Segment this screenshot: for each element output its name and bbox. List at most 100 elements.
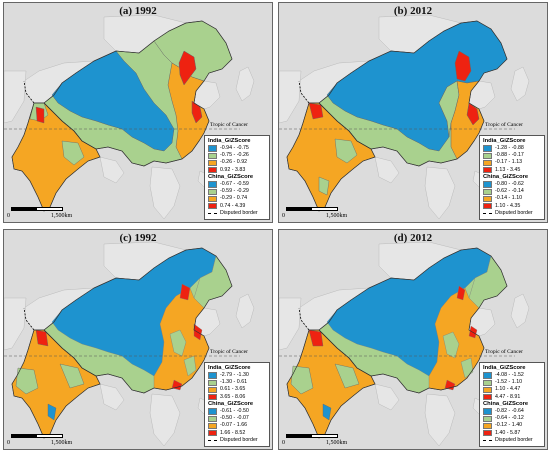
legend-swatch (208, 422, 217, 430)
china-region-class4 (466, 102, 480, 126)
india-legend-title: India_GiZScore (483, 364, 526, 371)
india-border (286, 102, 376, 212)
legend-label: -0.80 - -0.62 (495, 180, 524, 187)
legend-swatch (483, 393, 492, 401)
map-canvas (4, 14, 255, 220)
neighbor-country (99, 156, 125, 184)
india-legend-row: -4.08 - -1.52 (483, 372, 541, 379)
legend-swatch (483, 195, 492, 203)
china-legend-row: -0.64 - -0.12 (483, 415, 541, 423)
legend-label: -2.79 - -1.30 (220, 371, 249, 378)
disputed-border-label: Disputed border (220, 209, 258, 216)
legend-swatch (483, 202, 492, 210)
legend-label: 1.13 - 3.45 (495, 166, 521, 173)
disputed-border-label: Disputed border (220, 436, 258, 443)
india-legend-title: India_GiZScore (208, 137, 251, 144)
disputed-border-label: Disputed border (495, 209, 533, 216)
legend-label: -0.61 - -0.50 (220, 407, 249, 414)
neighbor-country (374, 156, 400, 184)
china-legend-row: -0.62 - -0.14 (483, 188, 541, 196)
india-legend-row: -0.94 - -0.75 (208, 145, 266, 152)
legend-swatch (483, 429, 492, 437)
neighbor-country (149, 393, 181, 447)
scale-bar: 0 1,500km (7, 205, 87, 219)
scale-bar: 0 1,500km (7, 432, 87, 446)
neighbor-country (99, 383, 125, 411)
china-region-class4 (444, 379, 456, 391)
legend-label: -0.50 - -0.07 (220, 415, 249, 422)
china-region-class4 (179, 283, 191, 301)
map-panel-b: (b) 2012 Tropic of Cancer 0 1,500km India_Gi… (278, 2, 548, 223)
legend-swatch (208, 429, 217, 437)
china-region-class4 (454, 50, 472, 82)
china-legend-row: 0.74 - 4.39 (208, 203, 266, 210)
legend-label: -0.14 - 1.10 (495, 195, 523, 202)
legend-swatch (483, 408, 492, 415)
india-legend-row: -2.79 - -1.30 (208, 372, 266, 379)
neighbor-country (235, 66, 255, 102)
map-legend: India_GiZScore -0.94 - -0.75 -0.75 - -0.26… (204, 134, 270, 220)
legend-label: 4.47 - 8.91 (495, 393, 521, 400)
legend-swatch (483, 166, 492, 174)
china-legend-row: -0.59 - -0.29 (208, 188, 266, 196)
scale-bar: 0 1,500km (282, 432, 362, 446)
scale-zero-label: 0 (7, 213, 10, 219)
china-region-class2 (460, 357, 474, 379)
tropic-label: Tropic of Cancer (210, 349, 249, 355)
legend-label: -0.62 - -0.14 (495, 188, 524, 195)
scale-zero-label: 0 (282, 213, 285, 219)
disputed-border-legend: Disputed border (208, 210, 266, 217)
legend-label: -1.28 - -0.88 (495, 144, 524, 151)
india-legend-row: -1.52 - 1.10 (483, 379, 541, 387)
legend-label: -0.12 - 1.40 (495, 422, 523, 429)
disputed-border-line (23, 80, 35, 104)
india-region-class2 (61, 140, 85, 166)
panel-title: (c) 1992 (119, 232, 157, 244)
legend-swatch (483, 159, 492, 167)
legend-swatch (483, 372, 492, 379)
legend-label: -1.30 - 0.61 (220, 379, 248, 386)
china-legend-title: China_GiZScore (208, 173, 254, 180)
legend-label: -0.59 - -0.29 (220, 188, 249, 195)
tropic-label: Tropic of Cancer (485, 349, 524, 355)
china-legend-row: -0.50 - -0.07 (208, 415, 266, 423)
scale-bar-graphic (11, 207, 63, 211)
legend-swatch (208, 181, 217, 188)
india-region-class4 (308, 329, 324, 347)
india-region-class2 (59, 363, 85, 389)
scale-bar-graphic (11, 434, 63, 438)
disputed-border-line (298, 80, 310, 104)
india-region-class4 (35, 106, 45, 124)
legend-swatch (483, 181, 492, 188)
india-border (286, 329, 376, 439)
legend-label: 0.61 - 3.65 (220, 386, 246, 393)
india-region-class4 (35, 329, 49, 347)
legend-swatch (208, 145, 217, 152)
legend-swatch (208, 372, 217, 379)
scale-bar-graphic (286, 207, 338, 211)
china-legend-row: 1.40 - 5.87 (483, 430, 541, 437)
india-legend-row: -1.30 - 0.61 (208, 379, 266, 387)
map-legend: India_GiZScore -2.79 - -1.30 -1.30 - 0.61 0… (204, 361, 270, 447)
india-legend-row: -1.28 - -0.88 (483, 145, 541, 152)
map-canvas (4, 241, 255, 447)
map-legend: India_GiZScore -1.28 - -0.88 -0.88 - -0.17… (479, 134, 545, 220)
scale-bar-graphic (286, 434, 338, 438)
legend-label: -1.52 - 1.10 (495, 379, 523, 386)
neighbor-country (4, 70, 27, 124)
neighbor-country (235, 293, 255, 329)
neighbor-country (424, 393, 456, 447)
scale-zero-label: 0 (7, 440, 10, 446)
china-region-class1 (51, 50, 175, 152)
china-region-class4 (178, 50, 197, 86)
india-region-class2 (290, 365, 314, 395)
china-legend-row: 1.66 - 8.52 (208, 430, 266, 437)
legend-label: -0.75 - -0.26 (220, 152, 249, 159)
neighbor-country (510, 66, 530, 102)
panel-title: (b) 2012 (393, 5, 433, 17)
dashed-line-icon (208, 212, 217, 214)
legend-label: -0.29 - 0.74 (220, 195, 248, 202)
china-legend-row: -0.80 - -0.62 (483, 181, 541, 188)
legend-swatch (483, 188, 492, 196)
china-legend-title: China_GiZScore (483, 173, 529, 180)
